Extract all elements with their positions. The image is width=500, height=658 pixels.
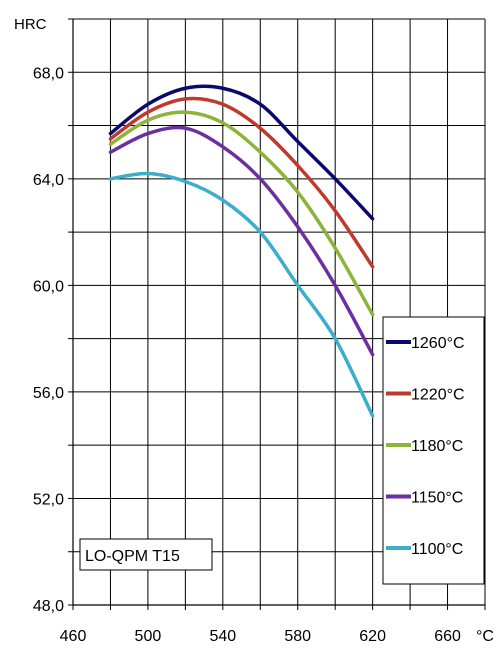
y-tick-label: 60,0: [33, 278, 64, 295]
series-line-1260: [108, 84, 375, 221]
legend-label: 1180°C: [411, 438, 463, 455]
axes: 48,0 52,0 56,0 60,0 64,0 68,0 460 500 540 580 620 6…: [33, 18, 486, 645]
y-tick-label: 48,0: [33, 598, 64, 615]
legend-label: 1100°C: [411, 541, 463, 558]
x-tick-label: 660: [434, 628, 461, 645]
y-tick-label: 64,0: [33, 172, 64, 189]
y-tick-label: 68,0: [33, 65, 64, 82]
annotation-box: LO-QPM T15: [79, 538, 213, 571]
series-lines: [108, 84, 375, 418]
series-line-1150: [108, 125, 375, 357]
series-line-1100: [108, 171, 375, 418]
y-tick-label: 52,0: [33, 491, 64, 508]
x-tick-label: 620: [359, 628, 386, 645]
x-tick-label: 580: [284, 628, 311, 645]
legend-frame: [382, 316, 485, 585]
legend: 1260°C 1220°C 1180°C 1150°C 1100°C: [382, 316, 485, 585]
y-tick-label: 56,0: [33, 385, 64, 402]
series-line-1220: [108, 96, 375, 269]
legend-label: 1150°C: [411, 490, 463, 507]
x-tick-label: 460: [60, 628, 87, 645]
series-line-1180: [108, 110, 375, 317]
x-axis-unit-label: °C: [476, 628, 494, 645]
x-tick-label: 500: [135, 628, 162, 645]
legend-label: 1260°C: [411, 335, 465, 352]
annotation-text: LO-QPM T15: [85, 548, 180, 565]
x-tick-label: 540: [209, 628, 236, 645]
annotation-frame: [79, 538, 213, 571]
legend-label: 1220°C: [411, 387, 465, 404]
y-axis-unit-label: HRC: [14, 16, 47, 33]
